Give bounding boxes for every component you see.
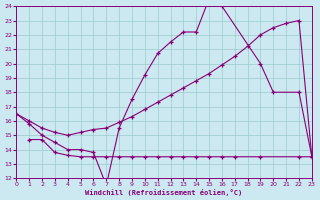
X-axis label: Windchill (Refroidissement éolien,°C): Windchill (Refroidissement éolien,°C): [85, 189, 243, 196]
